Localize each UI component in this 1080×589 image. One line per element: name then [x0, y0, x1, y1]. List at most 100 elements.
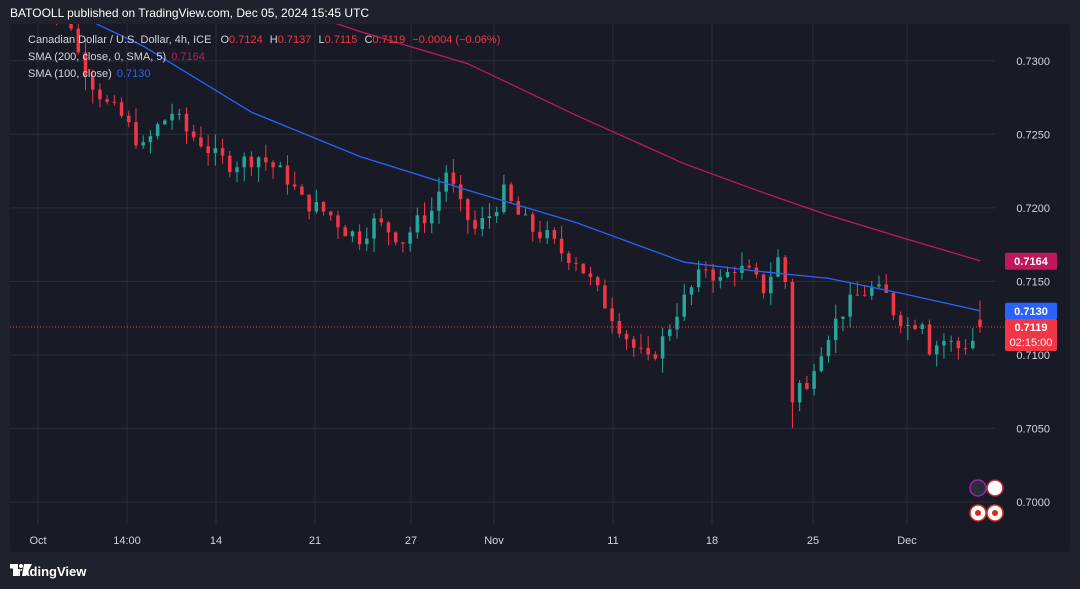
- candle-body: [545, 230, 549, 239]
- candle-body: [112, 101, 117, 103]
- candle-body: [127, 115, 131, 123]
- candle-body: [458, 184, 463, 200]
- candle-body: [480, 218, 485, 229]
- x-tick-label: 25: [807, 535, 819, 547]
- candle-body: [300, 186, 304, 195]
- candle-body: [963, 348, 968, 350]
- candle-body: [567, 253, 571, 263]
- candle-body: [668, 329, 672, 337]
- candle-body: [978, 319, 982, 327]
- candle-body: [761, 274, 766, 294]
- candle-body: [870, 286, 874, 296]
- candle-body: [487, 216, 492, 219]
- chart-pane[interactable]: 0.7300 0.7250 0.7200 0.7150 0.7100 0.7050 0.70…: [10, 24, 1070, 552]
- us-flag-icon: [986, 479, 1004, 497]
- candle-body: [357, 231, 362, 245]
- candle-body: [285, 165, 290, 185]
- candle-body: [942, 340, 946, 346]
- candle-body: [170, 113, 174, 121]
- y-tick-label: 0.7300: [1016, 56, 1050, 68]
- lightning-event-icon: [969, 479, 987, 497]
- candle-body: [249, 156, 254, 168]
- price-label-text: 0.7164: [1014, 256, 1049, 268]
- y-tick-label: 0.7200: [1016, 203, 1050, 215]
- candle-body: [639, 347, 643, 349]
- x-tick-label: 11: [607, 535, 618, 547]
- price-chart[interactable]: 0.7300 0.7250 0.7200 0.7150 0.7100 0.7050 0.70…: [10, 24, 1070, 552]
- open-value: 0.7124: [229, 34, 263, 46]
- y-tick-label: 0.7050: [1016, 423, 1050, 435]
- candle-body: [704, 269, 708, 271]
- candle-body: [466, 199, 470, 220]
- sma100-value: 0.7130: [116, 68, 151, 80]
- candle-body: [610, 308, 614, 322]
- candle-body: [812, 371, 816, 389]
- candle-body: [516, 201, 521, 215]
- candle-body: [769, 276, 773, 294]
- candle-body: [271, 162, 275, 168]
- candle-body: [98, 89, 102, 100]
- candle-body: [494, 212, 499, 217]
- candle-body: [971, 340, 975, 349]
- x-tick-label: Dec: [897, 535, 917, 547]
- candle-body: [76, 28, 81, 53]
- x-tick-label: Oct: [29, 535, 46, 547]
- sma100-label: SMA (100, close): [28, 68, 112, 80]
- candle-body: [624, 333, 629, 340]
- price-label-box: [1005, 318, 1057, 351]
- candle-body: [177, 113, 182, 115]
- sma-line: [95, 24, 981, 312]
- sma100-legend[interactable]: SMA (100, close) 0.7130: [28, 68, 150, 80]
- candle-body: [956, 340, 961, 349]
- candle-body: [906, 324, 910, 326]
- candle-body: [509, 184, 513, 202]
- candle-body: [696, 269, 701, 288]
- candle-body: [235, 167, 239, 173]
- low-value: 0.7115: [324, 34, 358, 46]
- sma-line: [335, 24, 981, 262]
- candle-body: [213, 148, 218, 154]
- candle-body: [581, 263, 585, 274]
- candle-body: [329, 211, 333, 216]
- candle-body: [365, 238, 369, 245]
- sma200-value: 0.7164: [171, 51, 205, 63]
- candle-body: [119, 102, 124, 116]
- candle-body: [379, 218, 384, 223]
- sma200-label: SMA (200, close, 0, SMA, 5): [28, 51, 167, 63]
- high-value: 0.7137: [277, 34, 312, 46]
- candle-body: [401, 242, 405, 244]
- price-label-text: 0.7130: [1014, 306, 1048, 318]
- candle-body: [307, 194, 311, 212]
- candle-body: [422, 215, 427, 224]
- change-value: −0.0004 (−0.06%): [412, 34, 501, 46]
- candle-body: [206, 146, 210, 154]
- candle-body: [819, 356, 824, 372]
- candle-body: [220, 148, 225, 156]
- candle-body: [559, 238, 564, 254]
- candle-body: [523, 214, 528, 216]
- symbol-legend[interactable]: Canadian Dollar / U.S. Dollar, 4h, ICE O…: [28, 34, 500, 46]
- candle-body: [242, 156, 246, 168]
- candle-body: [451, 172, 456, 185]
- candle-body: [725, 272, 730, 278]
- x-tick-label: 14:00: [113, 535, 141, 547]
- candle-body: [790, 282, 795, 403]
- x-tick-label: 18: [706, 535, 718, 547]
- candle-body: [826, 340, 831, 357]
- candle-body: [473, 219, 477, 229]
- publisher-line: BATOOLL published on TradingView.com, De…: [10, 6, 370, 20]
- candle-body: [292, 184, 297, 187]
- candle-body: [415, 215, 420, 233]
- x-tick-label: 21: [309, 535, 321, 547]
- candle-body: [949, 340, 953, 342]
- candle-body: [805, 383, 809, 389]
- candle-body: [314, 201, 319, 212]
- candle-body: [134, 122, 138, 146]
- candle-body: [855, 294, 860, 296]
- candle-body: [69, 24, 73, 29]
- price-label-box: [1005, 252, 1057, 270]
- candle-body: [321, 201, 326, 212]
- candle-body: [444, 172, 448, 192]
- tradingview-footer[interactable]: TradingView: [10, 564, 86, 579]
- sma200-legend[interactable]: SMA (200, close, 0, SMA, 5) 0.7164: [28, 51, 205, 63]
